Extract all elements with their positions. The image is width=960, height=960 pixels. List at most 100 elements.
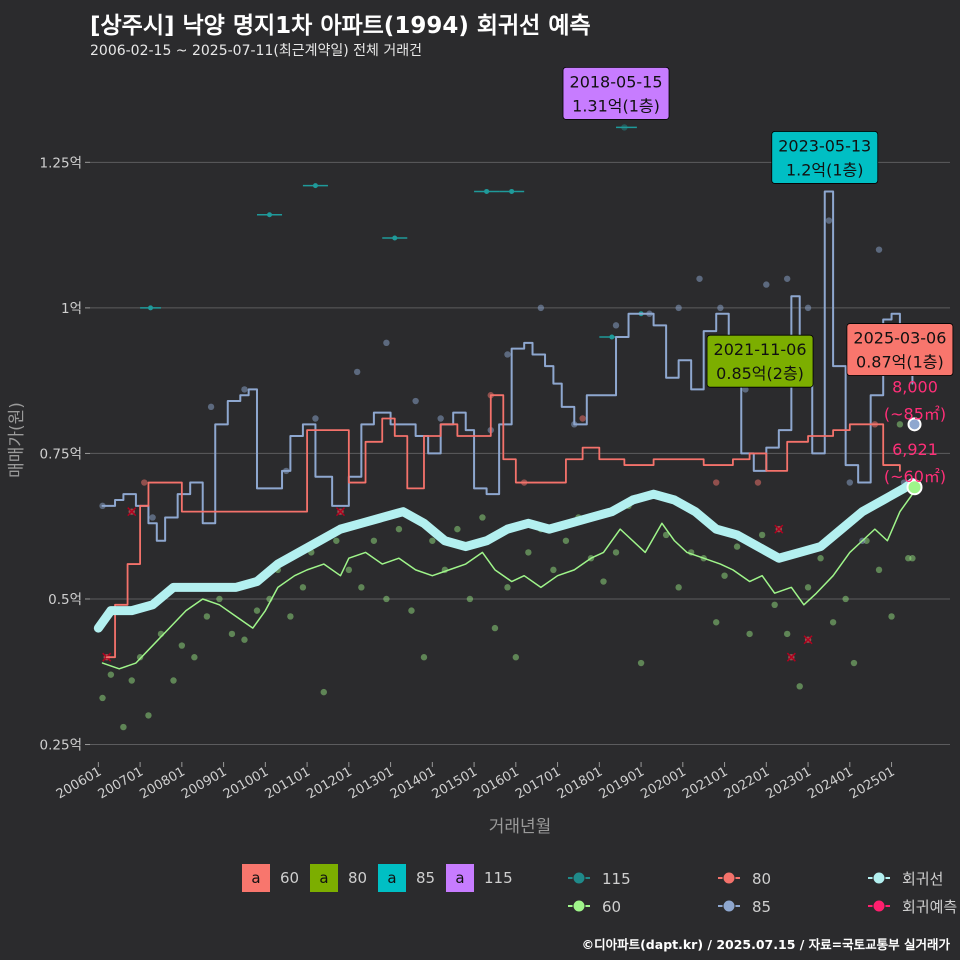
scatter-point-85 [875, 246, 883, 253]
scatter-point-85 [412, 397, 419, 405]
segment-85-point [148, 305, 154, 311]
scatter-point-60 [600, 578, 607, 585]
scatter-point-60 [345, 566, 353, 574]
segment-85-point [509, 188, 515, 194]
scatter-point-60 [203, 613, 211, 620]
scatter-point-60 [758, 531, 766, 539]
scatter-point-60 [829, 619, 837, 626]
forecast-marker [774, 524, 784, 534]
forecast-marker [127, 507, 137, 517]
legend-line-dot [872, 871, 886, 885]
scatter-point-85 [437, 415, 444, 422]
annotation-85: 2023-05-13 1.2억(1층) [771, 131, 879, 184]
legend-label-name: 60 [280, 869, 299, 887]
scatter-point-60 [562, 537, 570, 544]
legend-layer: a 60 a 80 a 85 a 115 115 80 회귀선 60 85 회귀예측 [242, 864, 957, 916]
legend-line-dot [872, 899, 886, 913]
scatter-point-60 [783, 630, 791, 638]
scatter-point-60 [721, 572, 728, 579]
scatter-point-60 [905, 555, 912, 562]
scatter-point-85 [241, 386, 248, 393]
legend-label-name: 85 [416, 869, 435, 887]
annotation-60: 2025-03-06 0.87억(1층) [846, 323, 954, 376]
legend-line-name: 회귀선 [902, 870, 943, 888]
scatter-point-85 [353, 368, 361, 376]
legend-label-name: 115 [484, 869, 513, 887]
scatter-point-60 [216, 595, 223, 603]
scatter-point-60 [662, 531, 670, 539]
annotation-box [706, 334, 814, 388]
x-axis-label: 거래년월 [489, 817, 552, 837]
series-line-85 [101, 190, 914, 542]
scatter-point-60 [253, 607, 261, 614]
scatter-point-60 [395, 525, 403, 533]
scatter-point-85 [504, 351, 511, 358]
annotation-box [846, 323, 954, 376]
scatter-point-60 [675, 584, 682, 591]
scatter-point-85 [383, 339, 390, 347]
x-tick-label: 202101 [680, 764, 730, 802]
chart-subtitle: 2006-02-15 ~ 2025-07-11(최근계약일) 전체 거래건 [90, 43, 422, 59]
scatter-point-85 [612, 322, 620, 329]
y-tick-label: 0.5억 [48, 592, 82, 608]
x-tick-label: 201901 [597, 764, 647, 802]
scatter-point-60 [178, 642, 186, 649]
annotation-price: 0.85억(2층) [716, 364, 804, 383]
scatter-point-85 [717, 304, 724, 312]
legend-label-letter: a [251, 869, 260, 887]
legend-line-dot [722, 871, 736, 885]
scatter-point-85 [846, 479, 854, 486]
x-tick-label: 200801 [137, 764, 187, 802]
x-tick-label: 201101 [263, 764, 313, 802]
scatter-point-60 [408, 607, 415, 614]
scatter-point-60 [504, 584, 511, 591]
legend-line-name: 80 [752, 870, 771, 888]
scatter-point-60 [454, 525, 461, 533]
annotation-date: 2018-05-15 [570, 72, 663, 91]
scatter-point-60 [299, 584, 307, 591]
scatter-point-80 [141, 479, 148, 486]
legend-line-dot [572, 899, 586, 913]
scatter-point-85 [537, 304, 545, 312]
scatter-point-60 [817, 555, 824, 562]
annotation-price: 0.87억(1층) [856, 353, 944, 372]
annotation-layer: 2018-05-151.31억(1층)2023-05-131.2억(1층)202… [562, 66, 954, 486]
annotation-date: 2023-05-13 [778, 136, 871, 155]
forecast-marker [803, 635, 813, 645]
annotation-115: 2018-05-15 1.31억(1층) [562, 66, 670, 120]
scatter-point-60 [191, 654, 198, 661]
x-tick-label: 202501 [847, 764, 897, 802]
annotation-box [562, 66, 670, 120]
scatter-point-60 [228, 630, 236, 638]
segment-85-point [312, 183, 318, 189]
segment-85-point [392, 235, 398, 241]
x-tick-label: 202301 [764, 764, 814, 802]
scatter-point-60 [733, 543, 741, 550]
scatter-point-60 [746, 630, 753, 638]
legend-line-dot [572, 871, 586, 885]
x-tick-label: 201201 [304, 764, 354, 802]
scatter-point-85 [763, 281, 770, 288]
x-tick-label: 201501 [430, 764, 480, 802]
scatter-point-60 [145, 712, 152, 719]
legend-label-key [242, 864, 270, 892]
annotation-date: 2021-11-06 [714, 340, 807, 359]
scatter-point-60 [804, 584, 812, 591]
scatter-point-80 [579, 415, 586, 422]
scatter-point-85 [742, 386, 749, 393]
axis-layer: 0.25억0.5억0.75억1억1.25억2006012007012008012… [40, 155, 898, 802]
scatter-point-60 [320, 688, 327, 696]
x-tick-label: 200901 [179, 764, 229, 802]
scatter-point-60 [612, 549, 620, 556]
scatter-point-85 [675, 304, 682, 312]
scatter-point-60 [713, 619, 720, 626]
forecast-point-60 [906, 479, 923, 496]
x-tick-label: 202201 [722, 764, 772, 802]
scatter-point-60 [512, 654, 520, 661]
forecast-value-label: 8,000 [892, 377, 938, 396]
y-tick-label: 0.25억 [40, 738, 82, 754]
scatter-point-80 [754, 479, 762, 486]
y-axis-label: 매매가(원) [7, 402, 27, 478]
y-tick-label: 1억 [61, 301, 82, 317]
